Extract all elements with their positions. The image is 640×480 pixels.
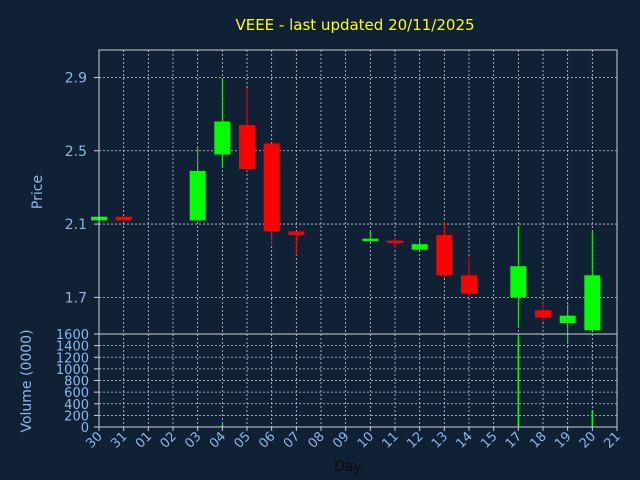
- x-tick-label: 07: [281, 429, 303, 451]
- price-y-ticks: 1.7 2.1 2.5 2.9: [65, 70, 99, 306]
- candle-body: [288, 231, 305, 236]
- price-tick-label: 1.7: [65, 290, 87, 306]
- volume-bar-04: [221, 424, 224, 427]
- x-tick-label: 13: [429, 429, 451, 451]
- candle-31: [115, 216, 132, 221]
- price-tick-label: 2.5: [65, 144, 87, 160]
- x-tick-label: 21: [602, 429, 624, 451]
- candle-body: [362, 238, 379, 242]
- volume-tick-label: 1200: [56, 351, 89, 366]
- x-tick-label: 19: [552, 429, 574, 451]
- volume-tick-label: 400: [64, 398, 89, 413]
- x-tick-label: 03: [182, 429, 204, 451]
- x-tick-label: 11: [380, 429, 402, 451]
- candle-07: [288, 231, 305, 256]
- x-tick-label: 12: [404, 429, 426, 451]
- candle-body: [214, 121, 231, 155]
- volume-axis-label: Volume (0000): [19, 329, 35, 432]
- x-tick-label: 31: [108, 429, 130, 451]
- volume-tick-label: 1400: [56, 340, 89, 355]
- x-tick-label: 09: [330, 429, 352, 451]
- volume-tick-label: 1600: [56, 328, 89, 343]
- x-tick-label: 17: [503, 429, 525, 451]
- x-tick-label: 15: [478, 429, 500, 451]
- x-tick-label: 20: [577, 429, 599, 451]
- x-tick-label: 08: [306, 429, 328, 451]
- volume-tick-label: 0: [81, 421, 89, 436]
- x-tick-label: 05: [232, 429, 254, 451]
- candle-body: [263, 143, 280, 232]
- x-tick-label: 04: [207, 429, 229, 451]
- volume-bar-20: [591, 410, 594, 427]
- price-grid: [98, 50, 618, 334]
- price-tick-label: 2.1: [65, 217, 87, 233]
- x-axis-label: Day: [334, 459, 362, 475]
- volume-bar-17: [517, 336, 520, 427]
- price-tick-label: 2.9: [65, 70, 87, 86]
- candle-body: [436, 235, 453, 276]
- candle-05: [239, 88, 255, 171]
- x-tick-label: 14: [454, 429, 476, 451]
- x-tick-label: 10: [355, 429, 377, 451]
- volume-bars: [196, 336, 594, 427]
- x-ticks: 30 31 01 02 03 04 05 06 07 08 09 10 11 12 13 14 15 17 18 19…: [84, 427, 624, 452]
- candle-body: [387, 240, 403, 244]
- candle-06: [263, 143, 280, 245]
- candle-body: [461, 275, 477, 294]
- candle-04: [214, 79, 231, 168]
- candle-body: [239, 125, 255, 170]
- x-tick-label: 18: [528, 429, 550, 451]
- candle-19: [559, 304, 576, 344]
- candle-body: [559, 315, 576, 324]
- volume-tick-label: 200: [64, 409, 89, 424]
- candle-17: [510, 225, 527, 327]
- volume-tick-label: 600: [64, 386, 89, 401]
- candle-12: [411, 238, 428, 250]
- candle-body: [535, 310, 551, 318]
- x-tick-label: 01: [133, 429, 155, 451]
- volume-tick-label: 1000: [56, 363, 89, 378]
- candle-11: [387, 238, 403, 248]
- x-tick-label: 02: [158, 429, 180, 451]
- candle-body: [510, 266, 527, 298]
- candle-14: [461, 257, 477, 298]
- volume-grid: [98, 333, 618, 428]
- candle-18: [535, 302, 551, 322]
- candle-body: [189, 170, 206, 221]
- candle-body: [584, 275, 601, 331]
- price-frame: [98, 49, 618, 335]
- candle-10: [362, 231, 379, 242]
- candle-body: [115, 216, 132, 221]
- candle-body: [411, 244, 428, 250]
- volume-tick-label: 800: [64, 375, 89, 390]
- candle-03: [189, 147, 206, 221]
- x-tick-label: 06: [256, 429, 278, 451]
- candle-20: [584, 231, 601, 331]
- candle-13: [436, 222, 453, 278]
- price-axis-label: Price: [30, 175, 46, 209]
- chart-title: VEEE - last updated 20/11/2025: [235, 16, 474, 34]
